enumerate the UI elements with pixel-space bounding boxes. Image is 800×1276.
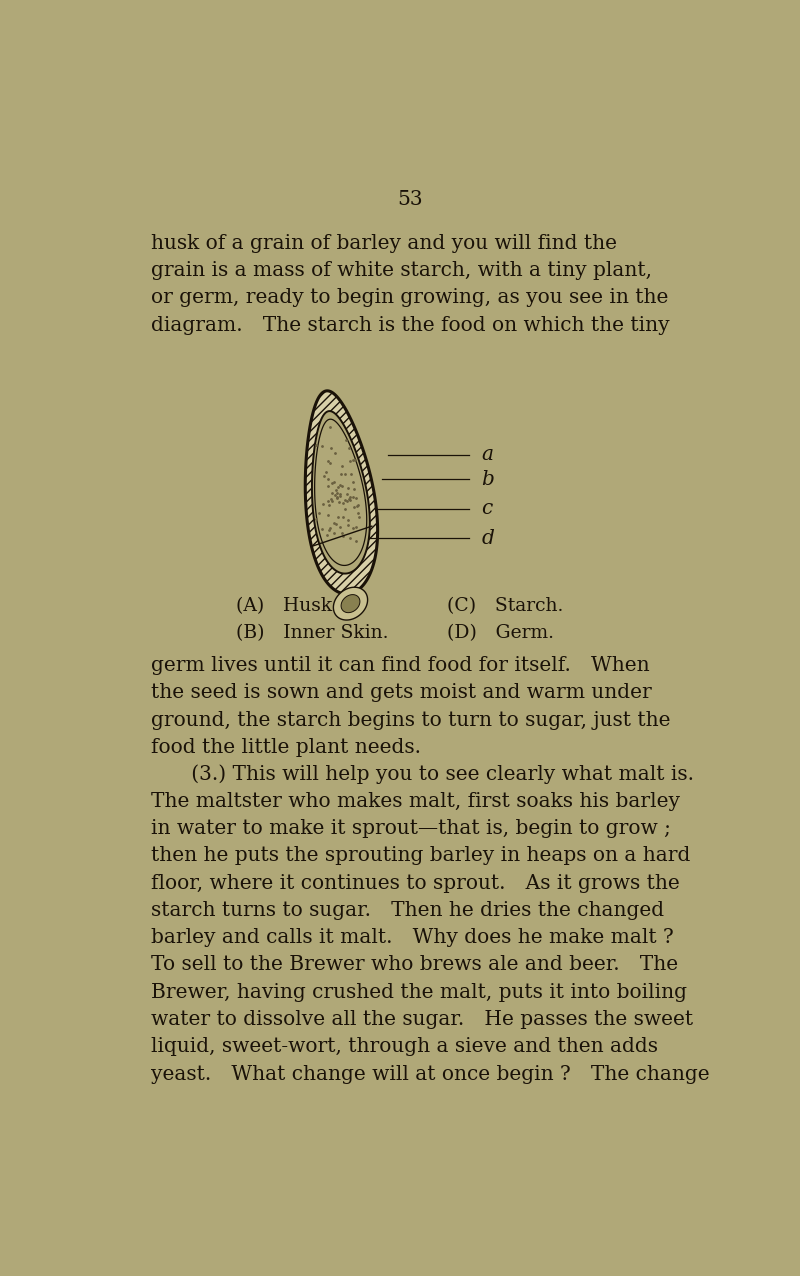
Text: barley and calls it malt. Why does he make malt ?: barley and calls it malt. Why does he ma… [151,928,674,947]
Polygon shape [306,390,378,593]
Text: (A) Husk.: (A) Husk. [237,597,338,615]
Text: a: a [482,445,494,464]
Text: or germ, ready to begin growing, as you see in the: or germ, ready to begin growing, as you … [151,288,668,308]
Text: germ lives until it can find food for itself. When: germ lives until it can find food for it… [151,656,650,675]
Text: 53: 53 [397,190,423,209]
Text: liquid, sweet-wort, through a sieve and then adds: liquid, sweet-wort, through a sieve and … [151,1037,658,1057]
Text: floor, where it continues to sprout. As it grows the: floor, where it continues to sprout. As … [151,874,679,892]
Text: diagram. The starch is the food on which the tiny: diagram. The starch is the food on which… [151,315,670,334]
Text: (D) Germ.: (D) Germ. [447,624,554,643]
Text: yeast. What change will at once begin ? The change: yeast. What change will at once begin ? … [151,1064,710,1083]
Text: Brewer, having crushed the malt, puts it into boiling: Brewer, having crushed the malt, puts it… [151,983,687,1002]
Polygon shape [334,587,367,620]
Polygon shape [312,411,370,574]
Text: the seed is sown and gets moist and warm under: the seed is sown and gets moist and warm… [151,684,651,703]
Text: ground, the starch begins to turn to sugar, just the: ground, the starch begins to turn to sug… [151,711,670,730]
Text: (C) Starch.: (C) Starch. [447,597,563,615]
Text: in water to make it sprout—that is, begin to grow ;: in water to make it sprout—that is, begi… [151,819,670,838]
Text: water to dissolve all the sugar. He passes the sweet: water to dissolve all the sugar. He pass… [151,1011,693,1028]
Text: The maltster who makes malt, first soaks his barley: The maltster who makes malt, first soaks… [151,791,680,810]
Text: b: b [482,470,494,489]
Text: grain is a mass of white starch, with a tiny plant,: grain is a mass of white starch, with a … [151,262,652,279]
Text: d: d [482,528,494,547]
Polygon shape [341,595,360,612]
Polygon shape [314,420,366,565]
Text: (B) Inner Skin.: (B) Inner Skin. [237,624,389,643]
Text: To sell to the Brewer who brews ale and beer. The: To sell to the Brewer who brews ale and … [151,956,678,975]
Text: starch turns to sugar. Then he dries the changed: starch turns to sugar. Then he dries the… [151,901,664,920]
Text: then he puts the sprouting barley in heaps on a hard: then he puts the sprouting barley in hea… [151,846,690,865]
Text: c: c [482,499,493,518]
Text: husk of a grain of barley and you will find the: husk of a grain of barley and you will f… [151,234,617,253]
Text: food the little plant needs.: food the little plant needs. [151,738,421,757]
Text: (3.) This will help you to see clearly what malt is.: (3.) This will help you to see clearly w… [151,764,694,783]
